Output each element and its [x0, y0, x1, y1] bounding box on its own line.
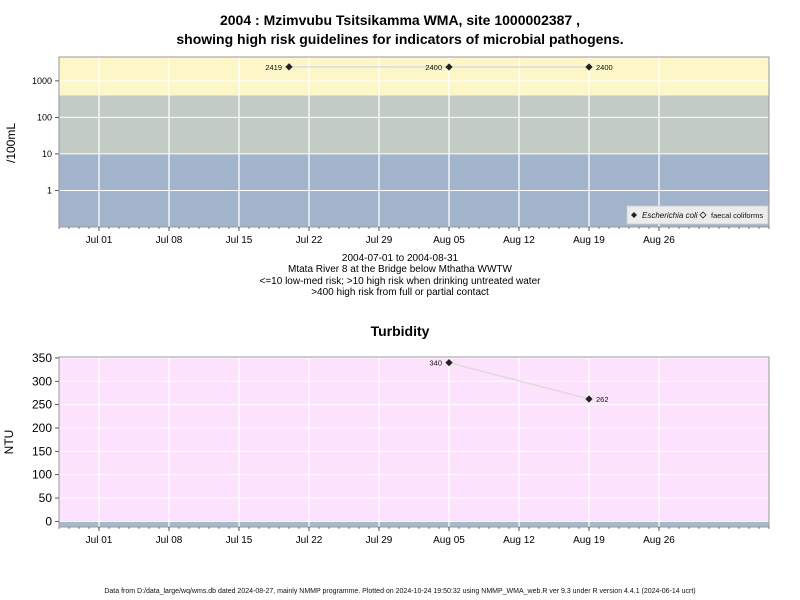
turbidity-series-0: 340 262	[429, 359, 608, 404]
microbial-data-point	[285, 63, 293, 71]
microbial-y-tick-label: 10	[42, 149, 52, 159]
turbidity-data-point	[445, 358, 453, 367]
turbidity-x-tick-label: Jul 08	[156, 535, 183, 546]
legend-box	[626, 205, 769, 225]
turbidity-y-tick-label: 350	[32, 351, 52, 365]
turbidity-gridlines	[59, 357, 769, 527]
top-chart-title-line2: showing high risk guidelines for indicat…	[176, 31, 624, 47]
microbial-data-point	[445, 63, 453, 71]
turbidity-x-tick-label: Jul 22	[296, 535, 323, 546]
turbidity-x-tick-label: Jul 15	[226, 535, 253, 546]
microbial-x-tick-label: Jul 22	[296, 235, 323, 246]
microbial-y-tick-label: 1000	[32, 76, 52, 86]
microbial-x-tick-label: Aug 19	[573, 235, 605, 246]
footer-note: Data from D:/data_large/wq/wms.db dated …	[104, 588, 696, 595]
caption-line-risk-drinking: <=10 low-med risk; >10 high risk when dr…	[259, 276, 541, 287]
microbial-x-tick-label: Jul 01	[86, 235, 113, 246]
caption-line-site: Mtata River 8 at the Bridge below Mthath…	[288, 264, 512, 275]
turbidity-data-label: 340	[429, 359, 442, 368]
microbial-y-axis: 1 10 100 1000	[32, 76, 59, 195]
turbidity-x-tick-label: Jul 29	[366, 535, 393, 546]
turbidity-series-line	[448, 361, 590, 400]
microbial-x-tick-label: Jul 08	[156, 235, 183, 246]
turbidity-y-axis: 0 50 100 150 200 250 300 350	[32, 351, 59, 528]
caption-line-risk-contact: >400 high risk from full or partial cont…	[311, 287, 489, 298]
caption-line-daterange: 2004-07-01 to 2004-08-31	[341, 253, 459, 264]
microbial-data-label: 2419	[265, 63, 282, 72]
turbidity-y-tick-label: 300	[32, 374, 52, 388]
turbidity-x-tick-label: Aug 05	[433, 535, 465, 546]
turbidity-y-tick-label: 0	[45, 514, 52, 528]
microbial-band-1	[59, 95, 769, 154]
top-chart-title-line1: 2004 : Mzimvubu Tsitsikamma WMA, site 10…	[219, 12, 580, 28]
legend-faecal-marker	[699, 211, 707, 219]
turbidity-data-point	[585, 395, 593, 403]
microbial-legend: Escherichia coli faecal coliforms	[626, 205, 769, 225]
microbial-x-tick-label: Aug 12	[503, 235, 535, 246]
microbial-band-2	[59, 57, 769, 96]
microbial-x-tick-label: Aug 26	[643, 235, 675, 246]
turbidity-x-tick-label: Aug 26	[643, 535, 675, 546]
turbidity-frame	[58, 356, 770, 528]
microbial-data-point	[585, 63, 593, 71]
turbidity-y-tick-label: 250	[32, 398, 52, 412]
turbidity-y-tick-label: 150	[32, 444, 52, 458]
microbial-plot: Jul 01 Jul 08 Jul 15 Jul 22 Jul 29 Aug 05 Aug …	[32, 56, 770, 246]
legend-faecal-label: faecal coliforms	[711, 211, 763, 220]
turbidity-y-tick-label: 100	[32, 468, 52, 482]
turbidity-x-tick-label: Aug 12	[503, 535, 535, 546]
turbidity-x-tick-label: Aug 19	[573, 535, 605, 546]
microbial-gridlines	[59, 57, 769, 227]
bottom-chart-title: Turbidity	[370, 323, 430, 339]
turbidity-y-tick-label: 50	[39, 491, 53, 505]
microbial-frame	[58, 56, 770, 228]
turbidity-plot: Jul 01 Jul 08 Jul 15 Jul 22 Jul 29 Aug 05 Aug …	[32, 351, 770, 546]
microbial-x-tick-label: Jul 29	[366, 235, 393, 246]
microbial-x-tick-label: Aug 05	[433, 235, 465, 246]
microbial-data-label: 2400	[425, 63, 442, 72]
turbidity-band-0	[59, 520, 769, 527]
legend-ecoli-label: Escherichia coli	[642, 211, 698, 220]
microbial-x-axis: Jul 01 Jul 08 Jul 15 Jul 22 Jul 29 Aug 05 Aug …	[58, 227, 770, 246]
microbial-series-0: 2419 2400 2400	[265, 63, 612, 72]
turbidity-x-tick-label: Jul 01	[86, 535, 113, 546]
turbidity-y-tick-label: 200	[32, 421, 52, 435]
microbial-y-tick-label: 100	[37, 112, 52, 122]
turbidity-data-label: 262	[596, 395, 609, 404]
turbidity-x-axis: Jul 01 Jul 08 Jul 15 Jul 22 Jul 29 Aug 05 Aug …	[58, 527, 770, 546]
microbial-data-label: 2400	[596, 63, 613, 72]
microbial-x-tick-label: Jul 15	[226, 235, 253, 246]
microbial-y-tick-label: 1	[47, 185, 52, 195]
turbidity-background	[59, 357, 769, 527]
legend-ecoli-marker	[631, 212, 637, 218]
